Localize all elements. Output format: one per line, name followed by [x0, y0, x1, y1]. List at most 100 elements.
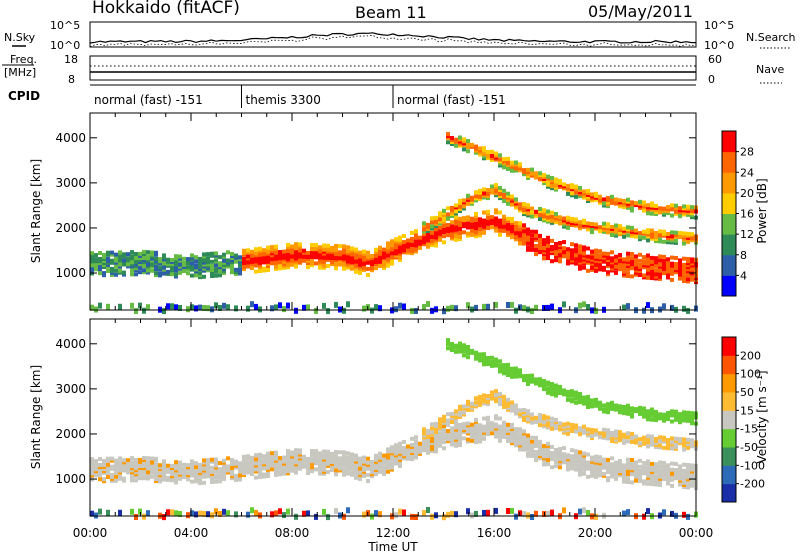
velocity-cell [330, 458, 334, 462]
power-cell [570, 191, 574, 196]
power-cell [366, 254, 370, 259]
velocity-cell [594, 428, 598, 433]
power-cell [534, 171, 538, 176]
power-cell [566, 217, 570, 222]
power-cell [94, 257, 98, 262]
power-cell [514, 160, 518, 165]
power-cell [270, 245, 274, 250]
power-cell [122, 258, 126, 263]
velocity-cell [670, 461, 674, 466]
velocity-cell [490, 396, 494, 401]
power-colorbar-tick-label: 4 [740, 269, 747, 282]
power-cell [338, 250, 342, 255]
power-cell [506, 161, 510, 165]
power-cell [526, 167, 530, 172]
velocity-cell [682, 462, 686, 467]
power-cell [238, 259, 242, 264]
velocity-cell [502, 394, 506, 399]
power-cell [538, 177, 542, 182]
power-cell [518, 208, 522, 213]
power-cell [626, 255, 630, 260]
power-cell [226, 258, 230, 263]
power-cell [90, 257, 94, 262]
velocity-cell [598, 461, 602, 466]
velocity-cell [626, 509, 630, 516]
power-cell [554, 242, 558, 246]
velocity-cell [278, 460, 282, 465]
power-cell [302, 254, 306, 259]
velocity-cell [518, 414, 522, 419]
velocity-cell [90, 471, 94, 476]
cpid-segment-label: themis 3300 [246, 93, 321, 107]
velocity-cell [494, 357, 498, 362]
velocity-cell [678, 478, 682, 483]
velocity-cell [482, 352, 486, 357]
velocity-cell [594, 513, 598, 520]
power-cell [666, 234, 670, 239]
date-label: 05/May/2011 [588, 2, 693, 21]
velocity-cell [458, 406, 462, 411]
velocity-cell [190, 510, 194, 517]
power-cell [170, 303, 174, 310]
velocity-cell [474, 424, 478, 428]
power-cell [454, 139, 458, 144]
power-cell [454, 221, 458, 226]
velocity-cell [670, 471, 674, 476]
power-cell [122, 260, 126, 265]
velocity-cell [522, 378, 526, 383]
velocity-cell [146, 510, 150, 517]
power-cell [98, 302, 102, 309]
power-cell [430, 224, 434, 229]
velocity-cell [686, 463, 690, 467]
velocity-cell [498, 392, 502, 396]
velocity-cell [150, 460, 154, 465]
power-cell [634, 201, 638, 206]
velocity-cell [358, 456, 362, 461]
power-cell [650, 228, 654, 233]
power-cell [606, 254, 610, 258]
power-cell [526, 203, 530, 208]
velocity-cell [186, 512, 190, 519]
velocity-cell [478, 429, 482, 434]
velocity-cell [662, 412, 666, 417]
velocity-cell [666, 469, 670, 474]
power-cell [558, 253, 562, 258]
velocity-cell [458, 441, 462, 446]
power-cell [146, 250, 150, 255]
power-cell [294, 244, 298, 249]
power-cell [434, 241, 438, 246]
power-cell [386, 245, 390, 250]
power-cell [682, 262, 686, 267]
power-cell [598, 200, 602, 205]
power-cell [446, 206, 450, 211]
power-cell [254, 303, 258, 310]
power-cell [102, 273, 106, 278]
power-cell [142, 307, 146, 314]
velocity-cell [682, 410, 686, 415]
power-cell [658, 233, 662, 238]
velocity-cell [446, 346, 450, 351]
power-cell [650, 264, 654, 268]
velocity-cell [674, 462, 678, 466]
power-cell [338, 260, 342, 265]
velocity-cell [518, 445, 522, 450]
power-cell [270, 261, 274, 266]
power-cell [154, 265, 158, 269]
velocity-cell [550, 444, 554, 449]
power-cell [566, 247, 570, 252]
power-cell [182, 256, 186, 261]
power-cell [586, 193, 590, 197]
power-cell [210, 306, 214, 313]
power-cell [578, 194, 582, 199]
velocity-cell [546, 380, 550, 385]
power-cell [578, 188, 582, 193]
velocity-cell [198, 471, 202, 475]
velocity-cell [498, 438, 502, 443]
power-cell [670, 230, 674, 235]
power-cell [462, 230, 466, 235]
velocity-cell [474, 352, 478, 357]
velocity-cell [130, 478, 134, 483]
power-cell [382, 247, 386, 252]
power-cell [262, 252, 266, 257]
velocity-cell [658, 435, 662, 440]
